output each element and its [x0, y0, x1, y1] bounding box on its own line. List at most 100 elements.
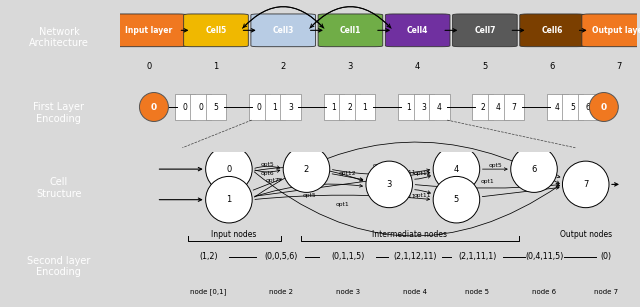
Text: (2,1,12,11): (2,1,12,11)	[394, 252, 437, 261]
Text: node 7: node 7	[595, 289, 618, 295]
Text: opt1: opt1	[336, 201, 349, 207]
Text: Output layer: Output layer	[592, 26, 640, 35]
Text: opt5: opt5	[302, 193, 316, 198]
FancyBboxPatch shape	[111, 14, 186, 47]
FancyBboxPatch shape	[452, 14, 517, 47]
Text: (0,1,1,5): (0,1,1,5)	[331, 252, 365, 261]
Text: (0,0,5,6): (0,0,5,6)	[264, 252, 298, 261]
Text: 5: 5	[214, 103, 218, 111]
FancyBboxPatch shape	[324, 94, 344, 120]
Text: 7: 7	[583, 180, 588, 189]
Text: opt11: opt11	[414, 193, 431, 198]
Text: opt11: opt11	[414, 171, 431, 176]
Text: (2,1,11,1): (2,1,11,1)	[458, 252, 497, 261]
FancyBboxPatch shape	[264, 94, 285, 120]
FancyBboxPatch shape	[563, 94, 583, 120]
Text: node 3: node 3	[336, 289, 360, 295]
Text: 4: 4	[454, 165, 459, 174]
Text: opt12: opt12	[339, 171, 356, 176]
Text: Cell
Structure: Cell Structure	[36, 177, 82, 199]
Text: 2: 2	[347, 103, 352, 111]
FancyBboxPatch shape	[318, 14, 383, 47]
Ellipse shape	[366, 161, 413, 208]
Text: node [0,1]: node [0,1]	[190, 288, 227, 295]
Text: (0): (0)	[601, 252, 612, 261]
FancyBboxPatch shape	[355, 94, 375, 120]
Ellipse shape	[205, 146, 252, 192]
Text: Intermediate nodes: Intermediate nodes	[372, 230, 447, 239]
Text: 0: 0	[146, 62, 152, 71]
FancyBboxPatch shape	[578, 94, 598, 120]
Ellipse shape	[433, 146, 480, 192]
Text: 0: 0	[257, 103, 262, 111]
Text: opt6: opt6	[261, 171, 275, 176]
Text: 6: 6	[531, 165, 537, 174]
FancyBboxPatch shape	[385, 14, 450, 47]
Text: Output nodes: Output nodes	[559, 230, 612, 239]
Text: Input nodes: Input nodes	[211, 230, 257, 239]
FancyBboxPatch shape	[504, 94, 524, 120]
Text: 3: 3	[387, 180, 392, 189]
Text: 5: 5	[454, 195, 459, 204]
Text: 7: 7	[511, 103, 516, 111]
Ellipse shape	[205, 177, 252, 223]
Text: node 5: node 5	[465, 289, 489, 295]
FancyBboxPatch shape	[547, 94, 568, 120]
FancyBboxPatch shape	[280, 94, 301, 120]
Text: opt5: opt5	[488, 163, 502, 168]
Text: Cell4: Cell4	[407, 26, 428, 35]
Text: 1: 1	[406, 103, 411, 111]
FancyBboxPatch shape	[339, 94, 360, 120]
Text: 6: 6	[586, 103, 591, 111]
Text: node 4: node 4	[403, 289, 427, 295]
Text: 3: 3	[348, 62, 353, 71]
FancyBboxPatch shape	[184, 14, 248, 47]
Text: 2: 2	[280, 62, 286, 71]
FancyBboxPatch shape	[398, 94, 419, 120]
Text: 0: 0	[198, 103, 203, 111]
Text: (1,2): (1,2)	[199, 252, 218, 261]
Text: 3: 3	[421, 103, 426, 111]
Text: Cell1: Cell1	[340, 26, 361, 35]
Text: opt1: opt1	[481, 179, 494, 184]
FancyBboxPatch shape	[520, 14, 584, 47]
Text: Cell3: Cell3	[273, 26, 294, 35]
Text: node 2: node 2	[269, 289, 292, 295]
Text: Network
Architecture: Network Architecture	[29, 27, 89, 49]
Text: Second layer
Encoding: Second layer Encoding	[27, 255, 91, 277]
Text: 4: 4	[496, 103, 500, 111]
Text: (0,4,11,5): (0,4,11,5)	[525, 252, 564, 261]
Text: Cell5: Cell5	[205, 26, 227, 35]
Ellipse shape	[563, 161, 609, 208]
Text: 7: 7	[617, 62, 622, 71]
Text: opt12: opt12	[372, 163, 390, 168]
Text: 1: 1	[227, 195, 232, 204]
Text: opt5: opt5	[261, 162, 275, 167]
Text: First Layer
Encoding: First Layer Encoding	[33, 102, 84, 124]
Text: 1: 1	[273, 103, 277, 111]
Text: Input layer: Input layer	[125, 26, 172, 35]
Text: 2: 2	[304, 165, 309, 174]
FancyBboxPatch shape	[205, 94, 227, 120]
Text: 0: 0	[227, 165, 232, 174]
Text: 6: 6	[549, 62, 555, 71]
Text: 5: 5	[483, 62, 488, 71]
FancyBboxPatch shape	[413, 94, 434, 120]
Ellipse shape	[511, 146, 557, 192]
Text: opt7: opt7	[266, 178, 280, 183]
Text: opt11: opt11	[399, 170, 416, 175]
Text: 0: 0	[151, 103, 157, 111]
Ellipse shape	[433, 177, 480, 223]
Ellipse shape	[284, 146, 330, 192]
Text: 0: 0	[182, 103, 188, 111]
Text: 3: 3	[288, 103, 293, 111]
Text: 5: 5	[570, 103, 575, 111]
Text: 0: 0	[601, 103, 607, 111]
Text: 2: 2	[481, 103, 485, 111]
FancyBboxPatch shape	[488, 94, 509, 120]
Text: 4: 4	[415, 62, 420, 71]
Text: 4: 4	[437, 103, 442, 111]
Text: node 6: node 6	[532, 289, 556, 295]
FancyBboxPatch shape	[249, 94, 270, 120]
Ellipse shape	[140, 92, 168, 122]
